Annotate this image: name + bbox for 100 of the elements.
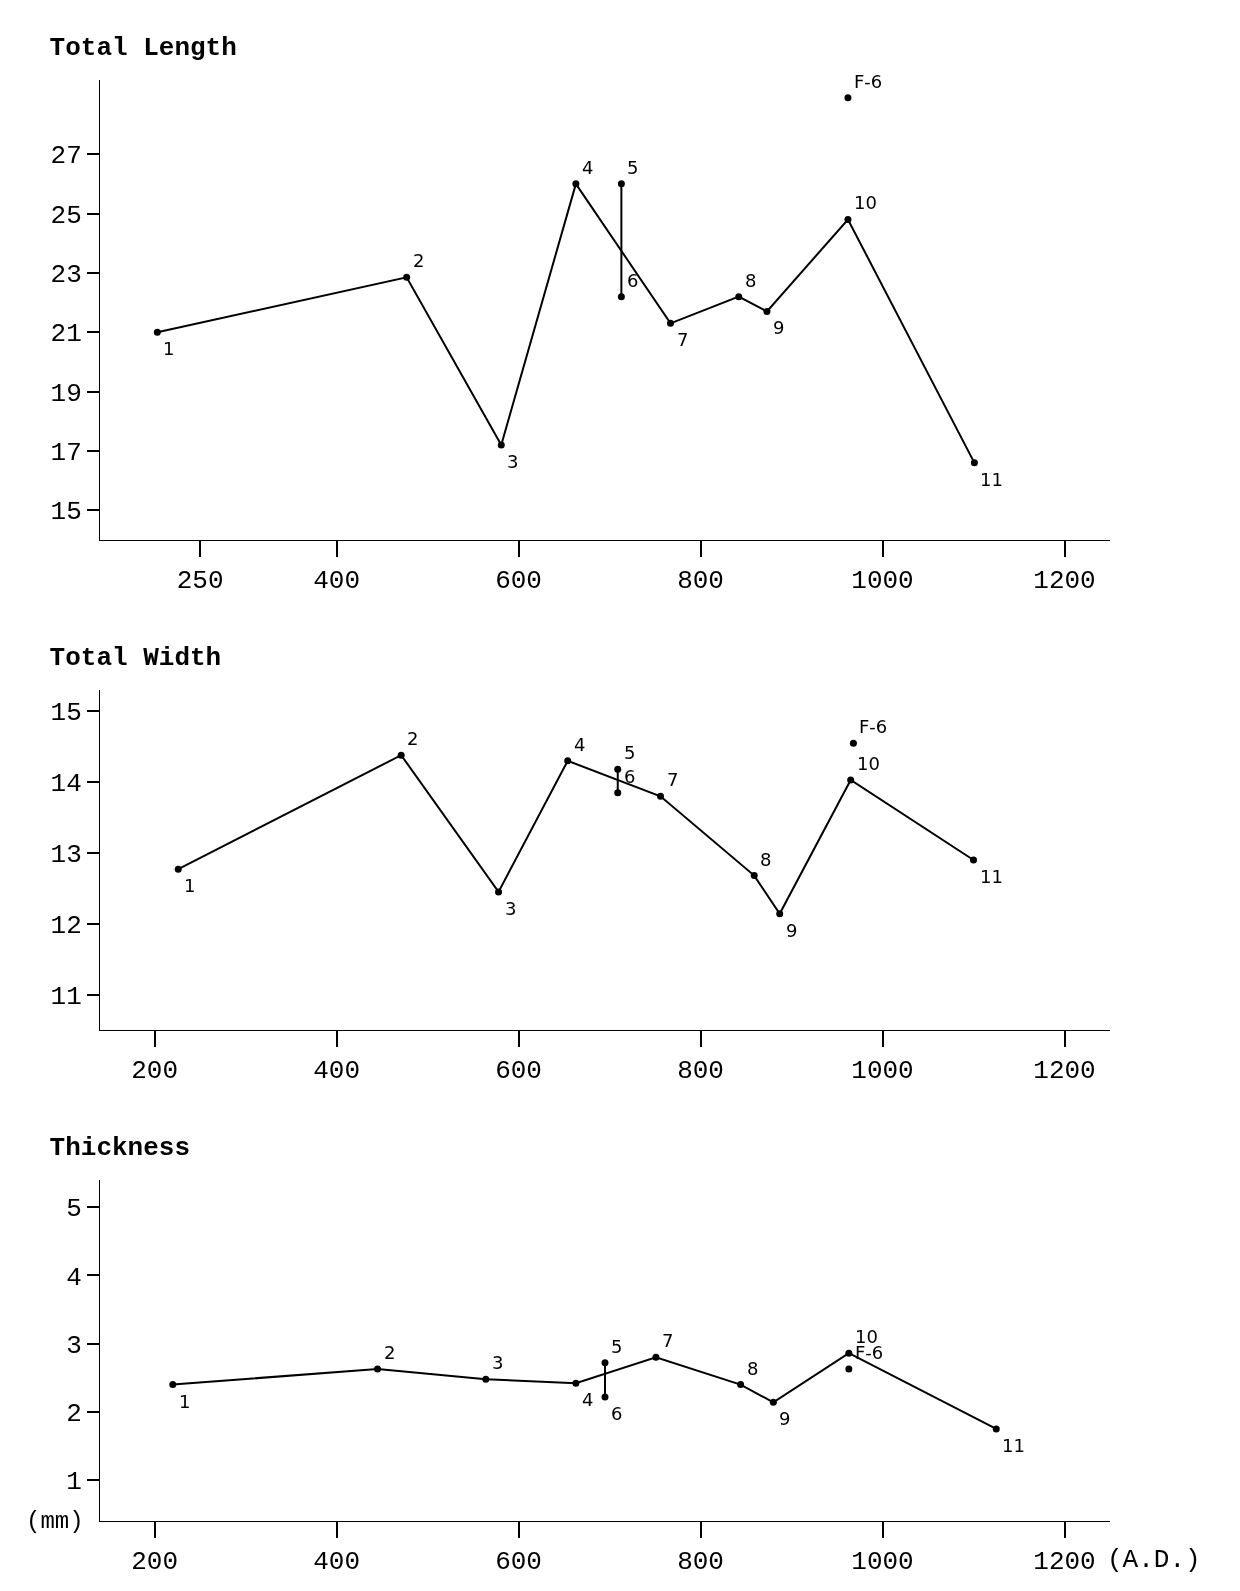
annotation: 6 <box>611 1403 623 1424</box>
annotation: 9 <box>773 317 785 338</box>
chart-title: Thickness <box>49 1132 191 1163</box>
x-tick-label: 1200 <box>1033 1056 1096 1087</box>
x-tick-label: 1200 <box>1033 1547 1096 1578</box>
point <box>769 1398 777 1406</box>
annotation: 3 <box>507 451 519 472</box>
y-tick-label: 1 <box>66 1467 82 1498</box>
point <box>153 328 161 336</box>
y-tick-label: 15 <box>50 698 82 729</box>
annotation: 2 <box>407 728 419 749</box>
y-tick-label: 12 <box>50 910 82 941</box>
point <box>657 792 664 800</box>
point <box>169 1381 177 1389</box>
point <box>572 180 580 188</box>
annotation: 1 <box>179 1391 191 1412</box>
y-tick-label: 21 <box>50 319 82 350</box>
y-tick-label: 15 <box>50 497 82 528</box>
y-tick-label: 4 <box>66 1262 82 1293</box>
annotation: 6 <box>624 766 636 787</box>
x-tick-label: 1000 <box>851 1547 914 1578</box>
x-tick-label: 1000 <box>851 1056 914 1087</box>
x-tick-label: 600 <box>495 566 542 597</box>
annotation: 8 <box>745 270 757 291</box>
point <box>495 888 503 896</box>
point <box>572 1379 580 1387</box>
annotation: 9 <box>779 1408 791 1429</box>
annotation: 2 <box>384 1342 396 1363</box>
x-tick-label: 200 <box>131 1547 178 1578</box>
annotation: F-6 <box>854 71 883 92</box>
y-tick-label: 27 <box>50 141 82 172</box>
annotation: 10 <box>857 753 880 774</box>
annotation: 6 <box>627 270 639 291</box>
point <box>397 751 405 759</box>
point <box>847 776 855 784</box>
annotation: 8 <box>760 849 772 870</box>
point <box>763 307 771 315</box>
annotation: 7 <box>677 329 689 350</box>
point <box>844 94 852 102</box>
point <box>970 459 978 467</box>
y-tick-label: 11 <box>50 981 82 1012</box>
annotation: 1 <box>163 338 175 359</box>
point <box>970 856 978 864</box>
point <box>737 1381 745 1389</box>
x-tick-label: 400 <box>313 1547 360 1578</box>
annotation: 1 <box>184 875 196 896</box>
y-tick-label: 2 <box>66 1398 82 1429</box>
point <box>614 765 622 773</box>
x-tick-label: 250 <box>176 566 224 597</box>
point <box>374 1365 382 1373</box>
annotation: 8 <box>747 1358 759 1379</box>
y-tick-label: 17 <box>50 438 82 469</box>
y-tick-label: 25 <box>50 200 82 231</box>
y-tick-label: 23 <box>50 260 82 290</box>
x-tick-label: 800 <box>677 566 724 597</box>
point <box>174 865 182 873</box>
annotation: 2 <box>413 250 425 271</box>
annotation: 11 <box>980 469 1003 490</box>
y-tick-label: 13 <box>50 840 82 871</box>
x-tick-label: 1000 <box>851 566 914 597</box>
x-tick-label: 800 <box>677 1056 724 1087</box>
point <box>735 293 743 301</box>
y-tick-label: 3 <box>66 1330 82 1361</box>
point <box>614 789 622 797</box>
chart-title: Total Width <box>49 642 222 673</box>
point <box>849 739 857 747</box>
x-tick-label: 400 <box>313 1056 360 1087</box>
point <box>667 319 675 327</box>
point <box>601 1393 609 1401</box>
x-tick-label: 600 <box>495 1547 542 1578</box>
point <box>564 757 572 765</box>
x-tick-label: 200 <box>131 1056 178 1087</box>
annotation: 3 <box>492 1352 504 1373</box>
point <box>403 273 411 281</box>
chart-title: Total Length <box>49 32 237 63</box>
annotation: 5 <box>611 1336 623 1357</box>
annotation: 9 <box>786 920 798 941</box>
annotation: 10 <box>854 192 877 213</box>
point <box>776 910 784 918</box>
y-axis-title: (mm) <box>26 1508 84 1535</box>
annotation: 3 <box>505 898 517 919</box>
x-tick-label: 800 <box>677 1547 724 1578</box>
annotation: 11 <box>1002 1435 1025 1456</box>
point <box>617 180 625 188</box>
point <box>601 1359 609 1367</box>
annotation: F-6 <box>859 716 888 737</box>
annotation: 7 <box>667 769 679 790</box>
x-tick-label: 1200 <box>1033 566 1096 597</box>
x-tick-label: 600 <box>495 1056 542 1087</box>
point <box>750 872 758 880</box>
x-axis-title: (A.D.) <box>1107 1545 1201 1575</box>
annotation: 4 <box>574 734 586 755</box>
annotation: 4 <box>582 157 594 178</box>
point <box>845 1349 853 1357</box>
point <box>992 1425 1000 1433</box>
annotation: 5 <box>624 742 636 763</box>
annotation: 5 <box>627 157 639 178</box>
annotation: 11 <box>980 866 1003 887</box>
y-tick-label: 19 <box>50 378 82 409</box>
annotation: 7 <box>662 1330 674 1351</box>
